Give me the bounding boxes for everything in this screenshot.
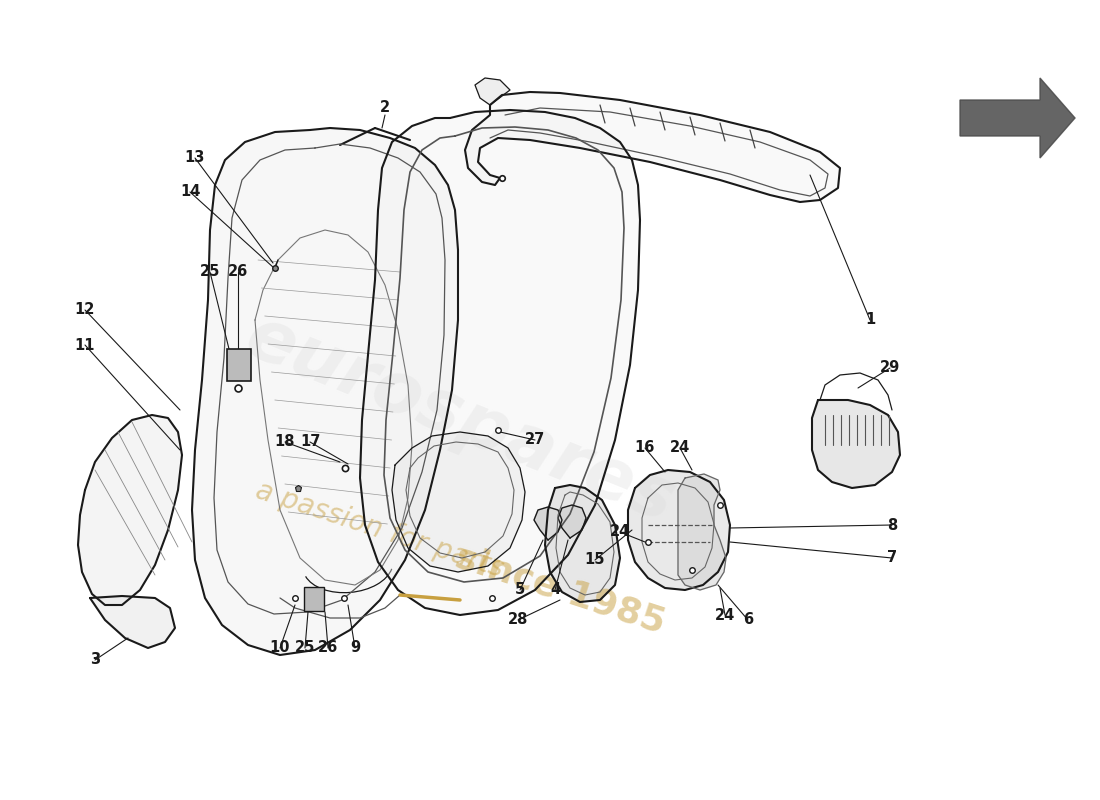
Text: 16: 16 (635, 441, 656, 455)
Text: 24: 24 (670, 441, 690, 455)
Text: 1: 1 (865, 313, 876, 327)
Polygon shape (78, 415, 182, 605)
Text: 12: 12 (75, 302, 96, 318)
Polygon shape (960, 78, 1075, 158)
Text: 27: 27 (525, 433, 546, 447)
Text: 13: 13 (185, 150, 206, 166)
Text: 25: 25 (295, 641, 316, 655)
Text: 2: 2 (379, 101, 390, 115)
Text: a passion for parts: a passion for parts (253, 477, 507, 583)
Text: 3: 3 (90, 653, 100, 667)
Text: 10: 10 (270, 641, 290, 655)
Text: since 1985: since 1985 (451, 540, 669, 640)
Polygon shape (192, 128, 458, 655)
Text: 15: 15 (585, 553, 605, 567)
Polygon shape (628, 470, 730, 590)
Polygon shape (678, 474, 726, 590)
Polygon shape (475, 78, 510, 105)
FancyBboxPatch shape (304, 587, 324, 611)
Text: 29: 29 (880, 361, 900, 375)
Polygon shape (534, 507, 562, 540)
Polygon shape (392, 432, 525, 572)
Text: 25: 25 (200, 265, 220, 279)
Text: 6: 6 (742, 613, 754, 627)
Polygon shape (558, 505, 586, 538)
Polygon shape (465, 92, 840, 202)
FancyBboxPatch shape (227, 349, 251, 381)
Text: 24: 24 (715, 607, 735, 622)
Text: 5: 5 (515, 582, 525, 598)
Text: 24: 24 (609, 525, 630, 539)
Text: 11: 11 (75, 338, 96, 353)
Text: 28: 28 (508, 613, 528, 627)
Text: 14: 14 (179, 185, 200, 199)
Text: 26: 26 (228, 265, 249, 279)
Polygon shape (544, 485, 620, 602)
Text: 7: 7 (887, 550, 898, 566)
Polygon shape (360, 110, 640, 615)
Text: 9: 9 (350, 641, 360, 655)
Text: 4: 4 (550, 582, 560, 598)
Text: 17: 17 (300, 434, 320, 450)
Text: 18: 18 (275, 434, 295, 450)
Polygon shape (812, 400, 900, 488)
Polygon shape (90, 596, 175, 648)
Text: eurospares: eurospares (235, 302, 684, 538)
Text: 26: 26 (318, 641, 338, 655)
Text: 8: 8 (887, 518, 898, 533)
